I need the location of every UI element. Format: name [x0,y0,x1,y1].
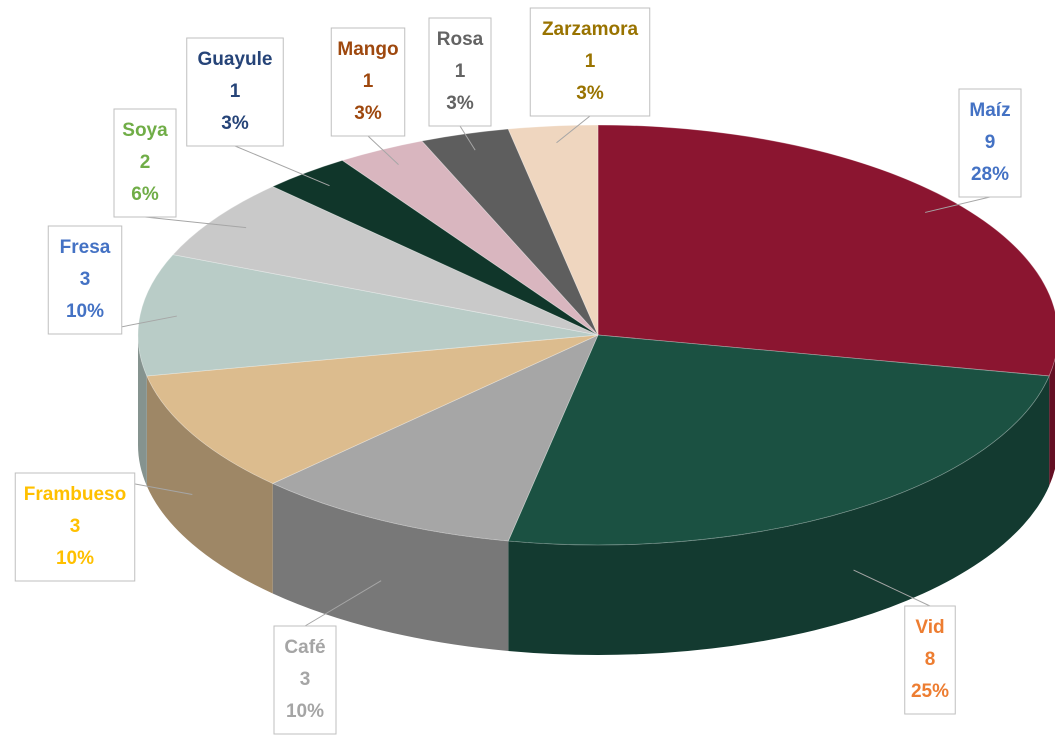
slice [172,186,599,336]
label-box [14,472,136,582]
slice [507,334,1050,546]
label-value: 1 [585,51,596,72]
label-percent: 10% [66,301,104,322]
label-percent: 3% [446,93,474,114]
label-value: 3 [300,669,311,690]
label-name: Guayule [198,49,273,70]
leader-line [556,115,591,144]
label-value: 8 [925,649,936,670]
leader-line [234,145,330,187]
label-box [273,625,337,735]
leader-line [459,125,476,151]
slice-side [272,483,509,651]
label-box [428,17,492,127]
slice-side [138,335,147,486]
label-name: Fresa [60,237,111,258]
slice-side [146,375,273,594]
slice [271,334,599,542]
label-box [47,225,123,335]
label-value: 2 [140,152,151,173]
label-name: Zarzamora [542,19,639,40]
label-box [958,88,1022,198]
label-value: 1 [230,81,241,102]
label-name: Frambueso [24,484,126,505]
slice-side [508,375,1050,655]
leader-line [367,135,399,165]
label-name: Soya [122,120,168,141]
slice [146,334,599,484]
leader-line [144,216,247,229]
label-name: Mango [337,39,398,60]
label-percent: 10% [56,548,94,569]
label-percent: 3% [576,83,604,104]
label-value: 3 [70,516,81,537]
leader-line [925,196,991,213]
label-name: Rosa [437,29,484,50]
leader-line [304,580,382,627]
label-percent: 3% [221,113,249,134]
label-name: Vid [915,617,944,638]
label-percent: 25% [911,681,949,702]
label-value: 9 [985,132,996,153]
slice [271,159,599,336]
leader-line [853,569,931,607]
label-box [113,108,177,218]
label-name: Maíz [969,100,1010,121]
label-value: 1 [455,61,466,82]
slice [507,124,599,336]
label-percent: 6% [131,184,159,205]
label-percent: 28% [971,164,1009,185]
slice [597,124,1055,377]
label-box [904,605,956,715]
label-percent: 10% [286,701,324,722]
label-value: 1 [363,71,374,92]
slice-side [1049,358,1055,486]
label-name: Café [284,637,325,658]
label-percent: 3% [354,103,382,124]
label-box [186,37,284,147]
label-box [529,7,651,117]
slice [341,140,599,336]
label-value: 3 [80,269,91,290]
slice [137,254,599,377]
label-box [330,27,406,137]
